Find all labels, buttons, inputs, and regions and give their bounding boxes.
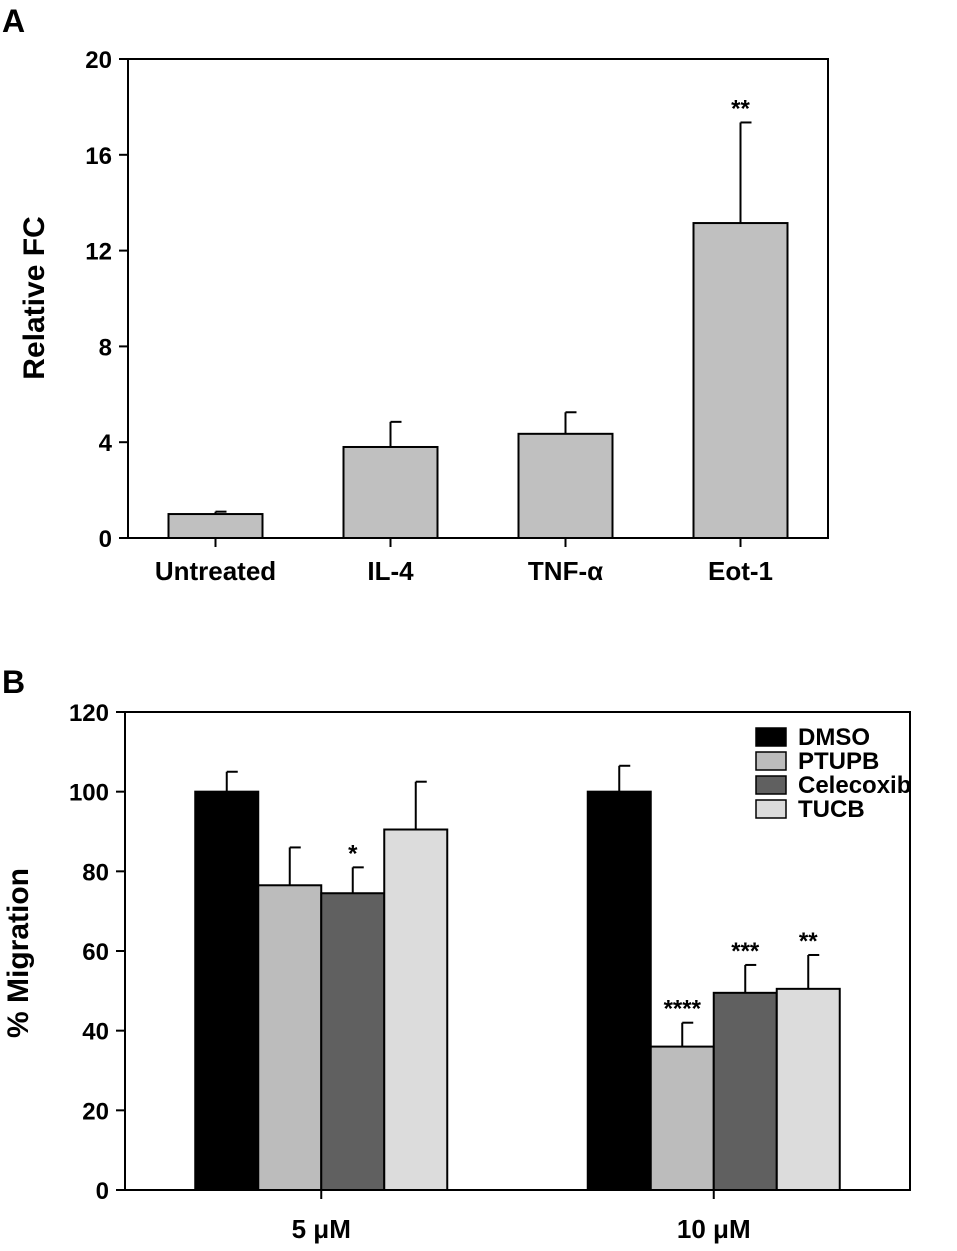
panel-a-bar <box>692 222 789 539</box>
panel-b-ytick-label: 100 <box>69 780 109 807</box>
panel-b-bar-dmso <box>194 790 260 1192</box>
legend-swatch-ptupb <box>755 751 787 771</box>
panel-b-significance: ** <box>799 928 818 955</box>
legend-swatch-dmso <box>755 727 787 747</box>
panel-b-ytick-label: 20 <box>82 1098 109 1125</box>
panel-b-bar-celecoxib <box>320 892 386 1191</box>
panel-b-bar-tucb <box>775 987 841 1192</box>
legend-label-celecoxib: Celecoxib <box>798 772 911 799</box>
panel-a-bar <box>342 445 439 539</box>
panel-a-chart: 0 4 8 12 16 20 Untreated IL-4 TNF-α Eot-1 ** <box>85 47 829 586</box>
panel-b-bar-celecoxib <box>712 991 778 1192</box>
panel-b-bar-ptupb <box>257 884 323 1192</box>
panel-b-category-label: 5 μM <box>292 1214 351 1244</box>
panel-a-ytick-label: 0 <box>99 526 112 553</box>
panel-a-ytick-label: 16 <box>85 143 112 170</box>
panel-b-significance: *** <box>731 938 760 965</box>
panel-a-category-label: Untreated <box>155 556 276 586</box>
panel-b-ytick-label: 120 <box>69 700 109 727</box>
panel-a-ytick-label: 4 <box>99 430 113 457</box>
panel-a-bar <box>517 432 614 540</box>
panel-a-ylabel: Relative FC <box>18 216 51 379</box>
panel-b-significance: * <box>348 840 358 867</box>
panel-b-bar-tucb <box>383 828 449 1192</box>
panel-a-bar <box>167 513 264 539</box>
panel-a-letter: A <box>2 3 25 39</box>
panel-b-ytick-label: 40 <box>82 1019 109 1046</box>
panel-b-ylabel: % Migration <box>2 868 35 1038</box>
panel-b-ytick-label: 0 <box>96 1178 109 1205</box>
panel-a-plot-frame <box>127 58 829 539</box>
legend-label-ptupb: PTUPB <box>798 748 879 775</box>
panel-b-ytick-label: 60 <box>82 939 109 966</box>
legend-swatch-tucb <box>755 799 787 819</box>
panel-b-bar-ptupb <box>649 1045 715 1191</box>
legend-swatch-celecoxib <box>755 775 787 795</box>
legend-label-dmso: DMSO <box>798 724 870 751</box>
legend-label-tucb: TUCB <box>798 796 865 823</box>
panel-b-bar-dmso <box>586 790 652 1192</box>
panel-a-category-label: Eot-1 <box>708 556 773 586</box>
panel-a-significance: ** <box>731 95 750 122</box>
panel-b-significance: **** <box>664 996 702 1023</box>
panel-b-ytick-label: 80 <box>82 859 109 886</box>
panel-a-ytick-label: 12 <box>85 239 112 266</box>
panel-b-letter: B <box>2 664 25 700</box>
panel-b-category-label: 10 μM <box>677 1214 751 1244</box>
panel-a-ytick-label: 8 <box>99 334 112 361</box>
panel-a-category-label: TNF-α <box>528 556 603 586</box>
panel-a-category-label: IL-4 <box>367 556 414 586</box>
panel-a-ytick-label: 20 <box>85 47 112 74</box>
